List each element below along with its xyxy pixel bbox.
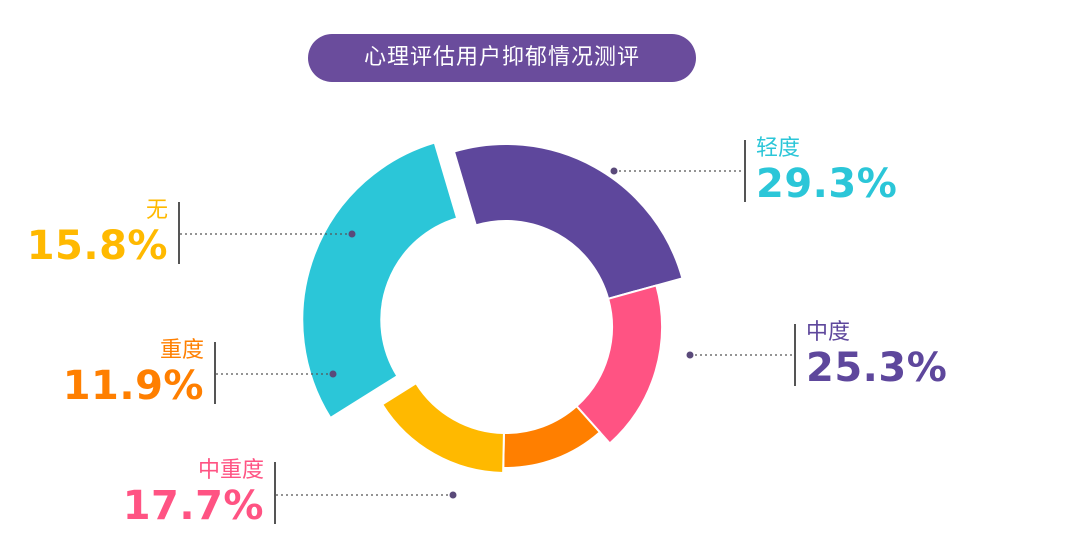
label-moderately-severe-value: 17.7%: [122, 483, 264, 529]
label-severe-value: 11.9%: [62, 363, 204, 409]
label-moderate-value: 25.3%: [806, 345, 948, 391]
label-moderately-severe: 中重度 17.7%: [123, 458, 264, 528]
leader-moderate-dot: [686, 351, 694, 359]
label-mild-name: 轻度: [756, 136, 801, 161]
label-severe-name: 重度: [159, 338, 204, 363]
chart-title: 心理评估用户抑郁情况测评: [308, 34, 696, 82]
label-mild: 轻度 29.3%: [756, 136, 897, 206]
label-bar-severe: [214, 342, 216, 404]
label-moderate-name: 中度: [806, 320, 851, 345]
label-bar-none: [178, 202, 180, 264]
slice-mild: [301, 141, 459, 420]
slice-moderate: [452, 143, 684, 301]
label-bar-moderate: [794, 324, 796, 386]
leader-none-dot: [348, 230, 356, 238]
label-moderate: 中度 25.3%: [806, 320, 947, 390]
label-none: 无 15.8%: [27, 198, 168, 268]
slice-moderately-severe: [575, 284, 663, 445]
label-none-name: 无: [145, 198, 168, 223]
label-bar-moderately-severe: [274, 462, 276, 524]
leader-severe-dot: [329, 370, 337, 378]
label-moderately-severe-name: 中重度: [197, 458, 264, 483]
label-bar-mild: [744, 140, 746, 202]
leader-moderately-severe-dot: [449, 491, 457, 499]
slice-none: [380, 381, 505, 474]
slice-severe: [502, 404, 602, 469]
label-mild-value: 29.3%: [756, 161, 898, 207]
label-severe: 重度 11.9%: [63, 338, 204, 408]
label-none-value: 15.8%: [26, 223, 168, 269]
leader-mild-dot: [610, 167, 618, 175]
